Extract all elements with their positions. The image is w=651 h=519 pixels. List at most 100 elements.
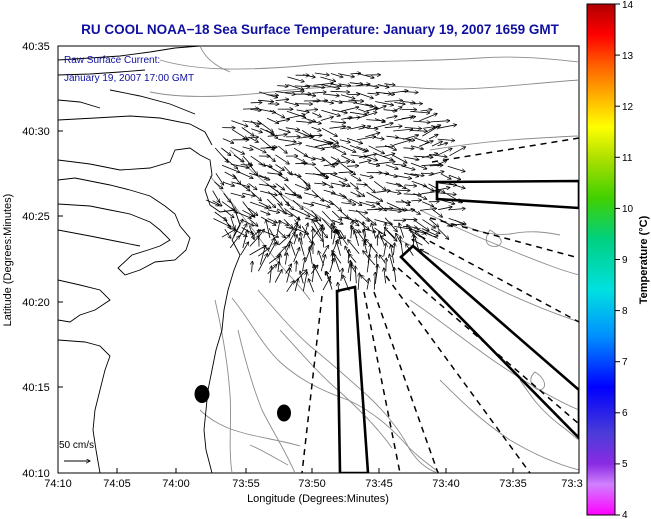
current-vector-arrow-icon bbox=[440, 173, 451, 179]
y-tick-label: 40:10 bbox=[22, 468, 50, 480]
current-vector-arrow-icon bbox=[230, 192, 245, 197]
current-vector-arrow-icon bbox=[239, 224, 247, 238]
x-tick-label: 73:40 bbox=[432, 478, 460, 490]
current-vector-arrow-icon bbox=[356, 189, 364, 196]
current-vector-arrow-icon bbox=[230, 200, 235, 210]
current-vector-arrow-icon bbox=[376, 173, 389, 174]
current-vector-arrow-icon bbox=[340, 127, 350, 129]
overlay-line2: January 19, 2007 17:00 GMT bbox=[64, 73, 194, 84]
current-vector-arrow-icon bbox=[242, 220, 254, 225]
current-vector-arrow-icon bbox=[300, 271, 304, 284]
current-vector-arrow-icon bbox=[349, 182, 358, 189]
current-vector-arrow-icon bbox=[277, 86, 288, 87]
current-vector-arrow-icon bbox=[374, 272, 375, 290]
current-vector-arrow-icon bbox=[400, 236, 404, 255]
current-vector-arrow-icon bbox=[356, 72, 374, 78]
current-vector-arrow-icon bbox=[277, 173, 289, 181]
current-vector-arrow-icon bbox=[421, 228, 438, 237]
current-vector-arrow-icon bbox=[290, 241, 296, 256]
current-vector-arrow-icon bbox=[258, 174, 270, 180]
current-vector-arrow-icon bbox=[411, 200, 421, 201]
current-vector-arrow-icon bbox=[329, 137, 339, 143]
current-vector-arrow-icon bbox=[350, 262, 351, 282]
x-axis-ticks bbox=[57, 468, 580, 473]
current-vector-arrow-icon bbox=[293, 247, 300, 263]
current-vector-arrow-icon bbox=[230, 217, 235, 229]
current-vector-arrow-icon bbox=[367, 278, 369, 290]
current-vector-arrow-icon bbox=[330, 73, 343, 78]
current-vector-arrow-icon bbox=[343, 275, 350, 292]
current-vector-arrow-icon bbox=[249, 225, 254, 239]
current-vector-arrow-icon bbox=[421, 173, 434, 174]
current-vector-arrow-icon bbox=[278, 138, 297, 142]
current-vector-arrow-icon bbox=[410, 131, 427, 132]
current-vector-arrow-icon bbox=[285, 253, 287, 265]
current-vector-arrow-icon bbox=[287, 76, 304, 82]
y-axis-label: Latitude (Degrees:Minutes) bbox=[2, 194, 14, 327]
current-vector-arrow-icon bbox=[242, 146, 253, 150]
current-vector-arrow-icon bbox=[278, 145, 287, 153]
current-vector-arrow-icon bbox=[359, 154, 377, 159]
current-vector-arrow-icon bbox=[293, 208, 310, 217]
current-vector-arrow-icon bbox=[322, 84, 339, 89]
plot-frame bbox=[57, 45, 580, 474]
current-vector-arrow-icon bbox=[358, 126, 371, 130]
x-tick-label: 73:55 bbox=[232, 478, 260, 490]
current-vector-arrow-icon bbox=[294, 86, 310, 87]
current-vector-arrow-icon bbox=[330, 145, 346, 154]
current-vector-arrow-icon bbox=[439, 199, 455, 205]
current-vector-arrow-icon bbox=[356, 137, 376, 141]
current-vector-arrow-icon bbox=[447, 165, 465, 171]
current-vector-arrow-icon bbox=[276, 220, 280, 236]
current-vector-arrow-icon bbox=[371, 223, 376, 239]
current-vector-arrow-icon bbox=[422, 127, 435, 129]
current-vector-arrow-icon bbox=[258, 201, 271, 208]
current-vector-arrow-icon bbox=[404, 172, 419, 176]
current-vector-arrow-icon bbox=[368, 145, 385, 154]
current-vector-arrow-icon bbox=[337, 241, 341, 256]
current-vector-arrow-icon bbox=[268, 228, 278, 244]
current-vector-arrow-icon bbox=[402, 135, 418, 140]
current-vector-arrow-icon bbox=[386, 116, 397, 118]
current-vector-arrow-icon bbox=[320, 76, 335, 81]
current-vector-arrow-icon bbox=[410, 162, 427, 169]
x-tick-label: 74:00 bbox=[162, 478, 190, 490]
current-vector-arrow-icon bbox=[257, 120, 273, 133]
current-vector-arrow-icon bbox=[404, 128, 422, 129]
current-vector-arrow-icon bbox=[321, 218, 335, 232]
current-vector-arrow-icon bbox=[420, 110, 432, 112]
current-vector-arrow-icon bbox=[303, 155, 315, 160]
current-vector-arrow-icon bbox=[410, 111, 430, 113]
current-vector-arrow-icon bbox=[275, 154, 289, 164]
current-vector-arrow-icon bbox=[410, 208, 421, 215]
current-vector-arrow-icon bbox=[240, 242, 249, 256]
current-vector-arrow-icon bbox=[267, 242, 276, 257]
current-vector-arrow-icon bbox=[321, 109, 340, 116]
current-vector-arrow-icon bbox=[340, 211, 349, 218]
current-vector-arrow-icon bbox=[333, 253, 341, 273]
current-vector-arrow-icon bbox=[392, 107, 402, 113]
current-vector-arrow-icon bbox=[278, 235, 290, 246]
colorbar-tick-label: 8 bbox=[622, 306, 628, 317]
current-vector-arrow-icon bbox=[437, 228, 449, 239]
current-vector-arrow-icon bbox=[365, 84, 379, 88]
current-vector-arrow-icon bbox=[403, 194, 422, 195]
current-vector-arrow-icon bbox=[230, 146, 245, 154]
current-vector-arrow-icon bbox=[266, 220, 271, 239]
current-vector-arrow-icon bbox=[260, 190, 277, 195]
current-vector-arrow-icon bbox=[312, 92, 326, 93]
current-vector-arrow-icon bbox=[341, 203, 356, 205]
current-vector-arrow-icon bbox=[437, 139, 455, 141]
current-vector-arrow-icon bbox=[413, 137, 429, 143]
current-vector-arrow-icon bbox=[356, 92, 373, 98]
current-vector-arrow-icon bbox=[215, 173, 224, 185]
current-vector-arrow-icon bbox=[374, 118, 385, 123]
current-vector-arrow-icon bbox=[355, 209, 369, 221]
current-vector-arrow-icon bbox=[384, 173, 397, 177]
current-vector-arrow-icon bbox=[354, 231, 360, 247]
current-vector-arrow-icon bbox=[266, 117, 279, 123]
y-tick-label: 40:20 bbox=[22, 297, 50, 309]
current-vector-arrow-icon bbox=[376, 153, 393, 160]
current-vector-arrow-icon bbox=[224, 171, 237, 178]
